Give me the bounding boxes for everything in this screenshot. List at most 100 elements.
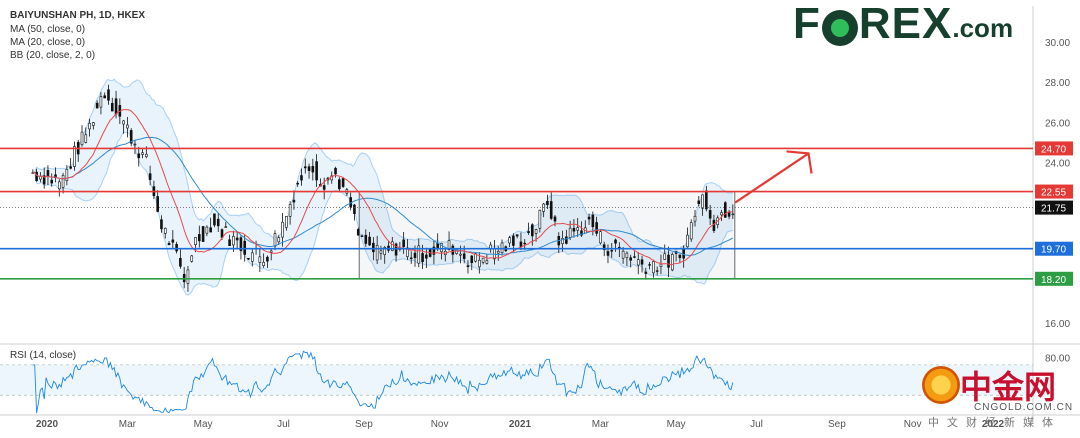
- bb-legend[interactable]: BB (20, close, 2, 0): [10, 50, 96, 61]
- logo-suffix: .com: [952, 12, 1014, 43]
- ma50-legend[interactable]: MA (50, close, 0): [10, 24, 86, 35]
- candle-body: [205, 226, 209, 234]
- projection-arrow[interactable]: [734, 152, 810, 204]
- candle-body: [481, 257, 485, 263]
- x-tick-label: Mar: [119, 419, 137, 430]
- ma20-legend[interactable]: MA (20, close, 0): [10, 37, 86, 48]
- candle-body: [478, 259, 481, 268]
- candle-body: [65, 169, 69, 181]
- candle-body: [549, 201, 553, 219]
- candle-body: [334, 167, 337, 175]
- chart-title: BAIYUNSHAN PH, 1D, HKEX: [10, 10, 146, 21]
- x-tick-label: Nov: [431, 419, 449, 430]
- x-tick-label: Jul: [750, 419, 763, 430]
- level-label: 22.55: [1041, 188, 1066, 199]
- candle-body: [413, 252, 417, 258]
- candle-body: [523, 242, 527, 245]
- candle-body: [515, 234, 519, 237]
- candle-body: [614, 239, 617, 244]
- candle-body: [697, 200, 701, 204]
- candle-body: [451, 245, 455, 255]
- candle-body: [224, 226, 228, 228]
- candle-body: [341, 178, 345, 187]
- candle-body: [262, 262, 265, 266]
- candle-body: [235, 237, 239, 241]
- candle-body: [80, 131, 84, 146]
- candle-body: [572, 227, 576, 232]
- candle-body: [190, 255, 194, 262]
- candle-body: [356, 229, 360, 236]
- candle-body: [459, 253, 462, 256]
- watermark-cn: 中金网: [960, 369, 1057, 405]
- candle-body: [250, 252, 254, 262]
- candle-body: [527, 231, 530, 233]
- candle-body: [285, 216, 288, 228]
- candles: [31, 84, 735, 292]
- candle-body: [156, 196, 159, 212]
- candle-body: [220, 229, 224, 238]
- candle-body: [73, 146, 76, 167]
- candle-body: [595, 222, 598, 234]
- candle-body: [625, 252, 629, 258]
- candle-body: [167, 243, 171, 246]
- candle-body: [107, 89, 110, 101]
- candle-body: [565, 236, 568, 244]
- candle-body: [277, 237, 281, 243]
- candle-body: [57, 181, 61, 190]
- candle-body: [247, 257, 250, 260]
- candle-body: [466, 265, 470, 267]
- candle-body: [95, 102, 99, 109]
- candle-body: [160, 219, 163, 230]
- candle-body: [137, 153, 141, 159]
- candle-body: [489, 244, 492, 249]
- rsi-line: [32, 350, 734, 414]
- candle-body: [610, 250, 614, 252]
- candle-body: [462, 253, 466, 259]
- candle-body: [587, 216, 591, 220]
- watermark-domain: CNGOLD.COM.CN: [974, 402, 1074, 413]
- candle-body: [546, 200, 549, 206]
- candle-body: [485, 260, 489, 264]
- candle-body: [338, 179, 341, 190]
- level-label: 24.70: [1041, 144, 1066, 155]
- candle-body: [402, 239, 405, 247]
- candle-body: [621, 250, 625, 259]
- candle-body: [307, 166, 311, 171]
- candle-body: [659, 263, 663, 267]
- candle-body: [322, 185, 326, 190]
- candle-body: [723, 202, 727, 218]
- rsi-legend[interactable]: RSI (14, close): [10, 350, 77, 361]
- candle-body: [375, 245, 379, 261]
- candle-body: [228, 239, 231, 246]
- candle-body: [213, 213, 216, 226]
- candle-body: [633, 256, 636, 258]
- candle-body: [42, 175, 46, 185]
- candle-body: [425, 254, 428, 259]
- candle-body: [69, 166, 72, 169]
- logo-o-icon: [821, 10, 858, 46]
- rsi-tick-label: 80.00: [1045, 353, 1070, 364]
- cngold-watermark: 中金网 CNGOLD.COM.CN 中文财经新媒体: [918, 362, 1078, 432]
- candle-body: [383, 247, 387, 255]
- candle-body: [512, 235, 515, 246]
- candle-body: [553, 216, 557, 222]
- candle-body: [561, 238, 564, 244]
- candle-body: [303, 166, 307, 169]
- candle-body: [269, 250, 273, 253]
- candle-body: [731, 213, 735, 216]
- candle-body: [712, 219, 716, 231]
- candle-body: [644, 271, 648, 274]
- x-tick-label: May: [194, 419, 213, 430]
- candle-body: [708, 210, 712, 219]
- projection-arrow-head: [786, 150, 813, 174]
- candle-body: [568, 227, 572, 238]
- candle-body: [209, 227, 212, 233]
- ma20-line: [32, 109, 733, 266]
- candle-body: [534, 229, 538, 234]
- candle-body: [50, 179, 54, 184]
- candle-body: [110, 102, 114, 112]
- candle-body: [198, 234, 201, 242]
- y-tick-label: 28.00: [1045, 78, 1070, 89]
- candle-body: [61, 175, 65, 188]
